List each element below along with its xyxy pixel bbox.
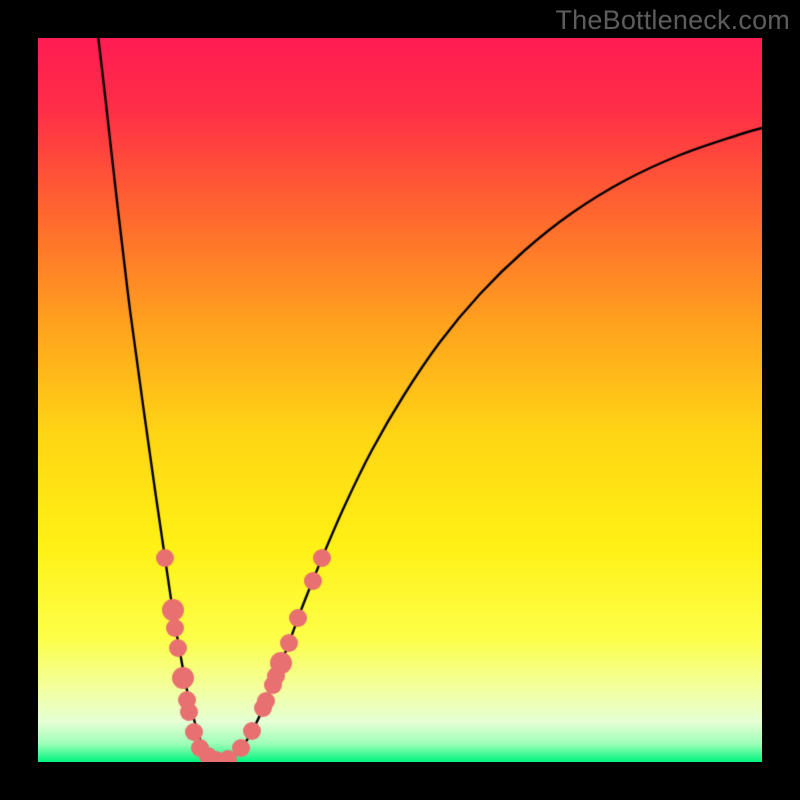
- curve-canvas: [0, 0, 800, 800]
- frame-right: [762, 0, 800, 800]
- frame-left: [0, 0, 38, 800]
- frame-bottom: [0, 762, 800, 800]
- chart-root: TheBottleneck.com: [0, 0, 800, 800]
- watermark-text: TheBottleneck.com: [555, 5, 790, 36]
